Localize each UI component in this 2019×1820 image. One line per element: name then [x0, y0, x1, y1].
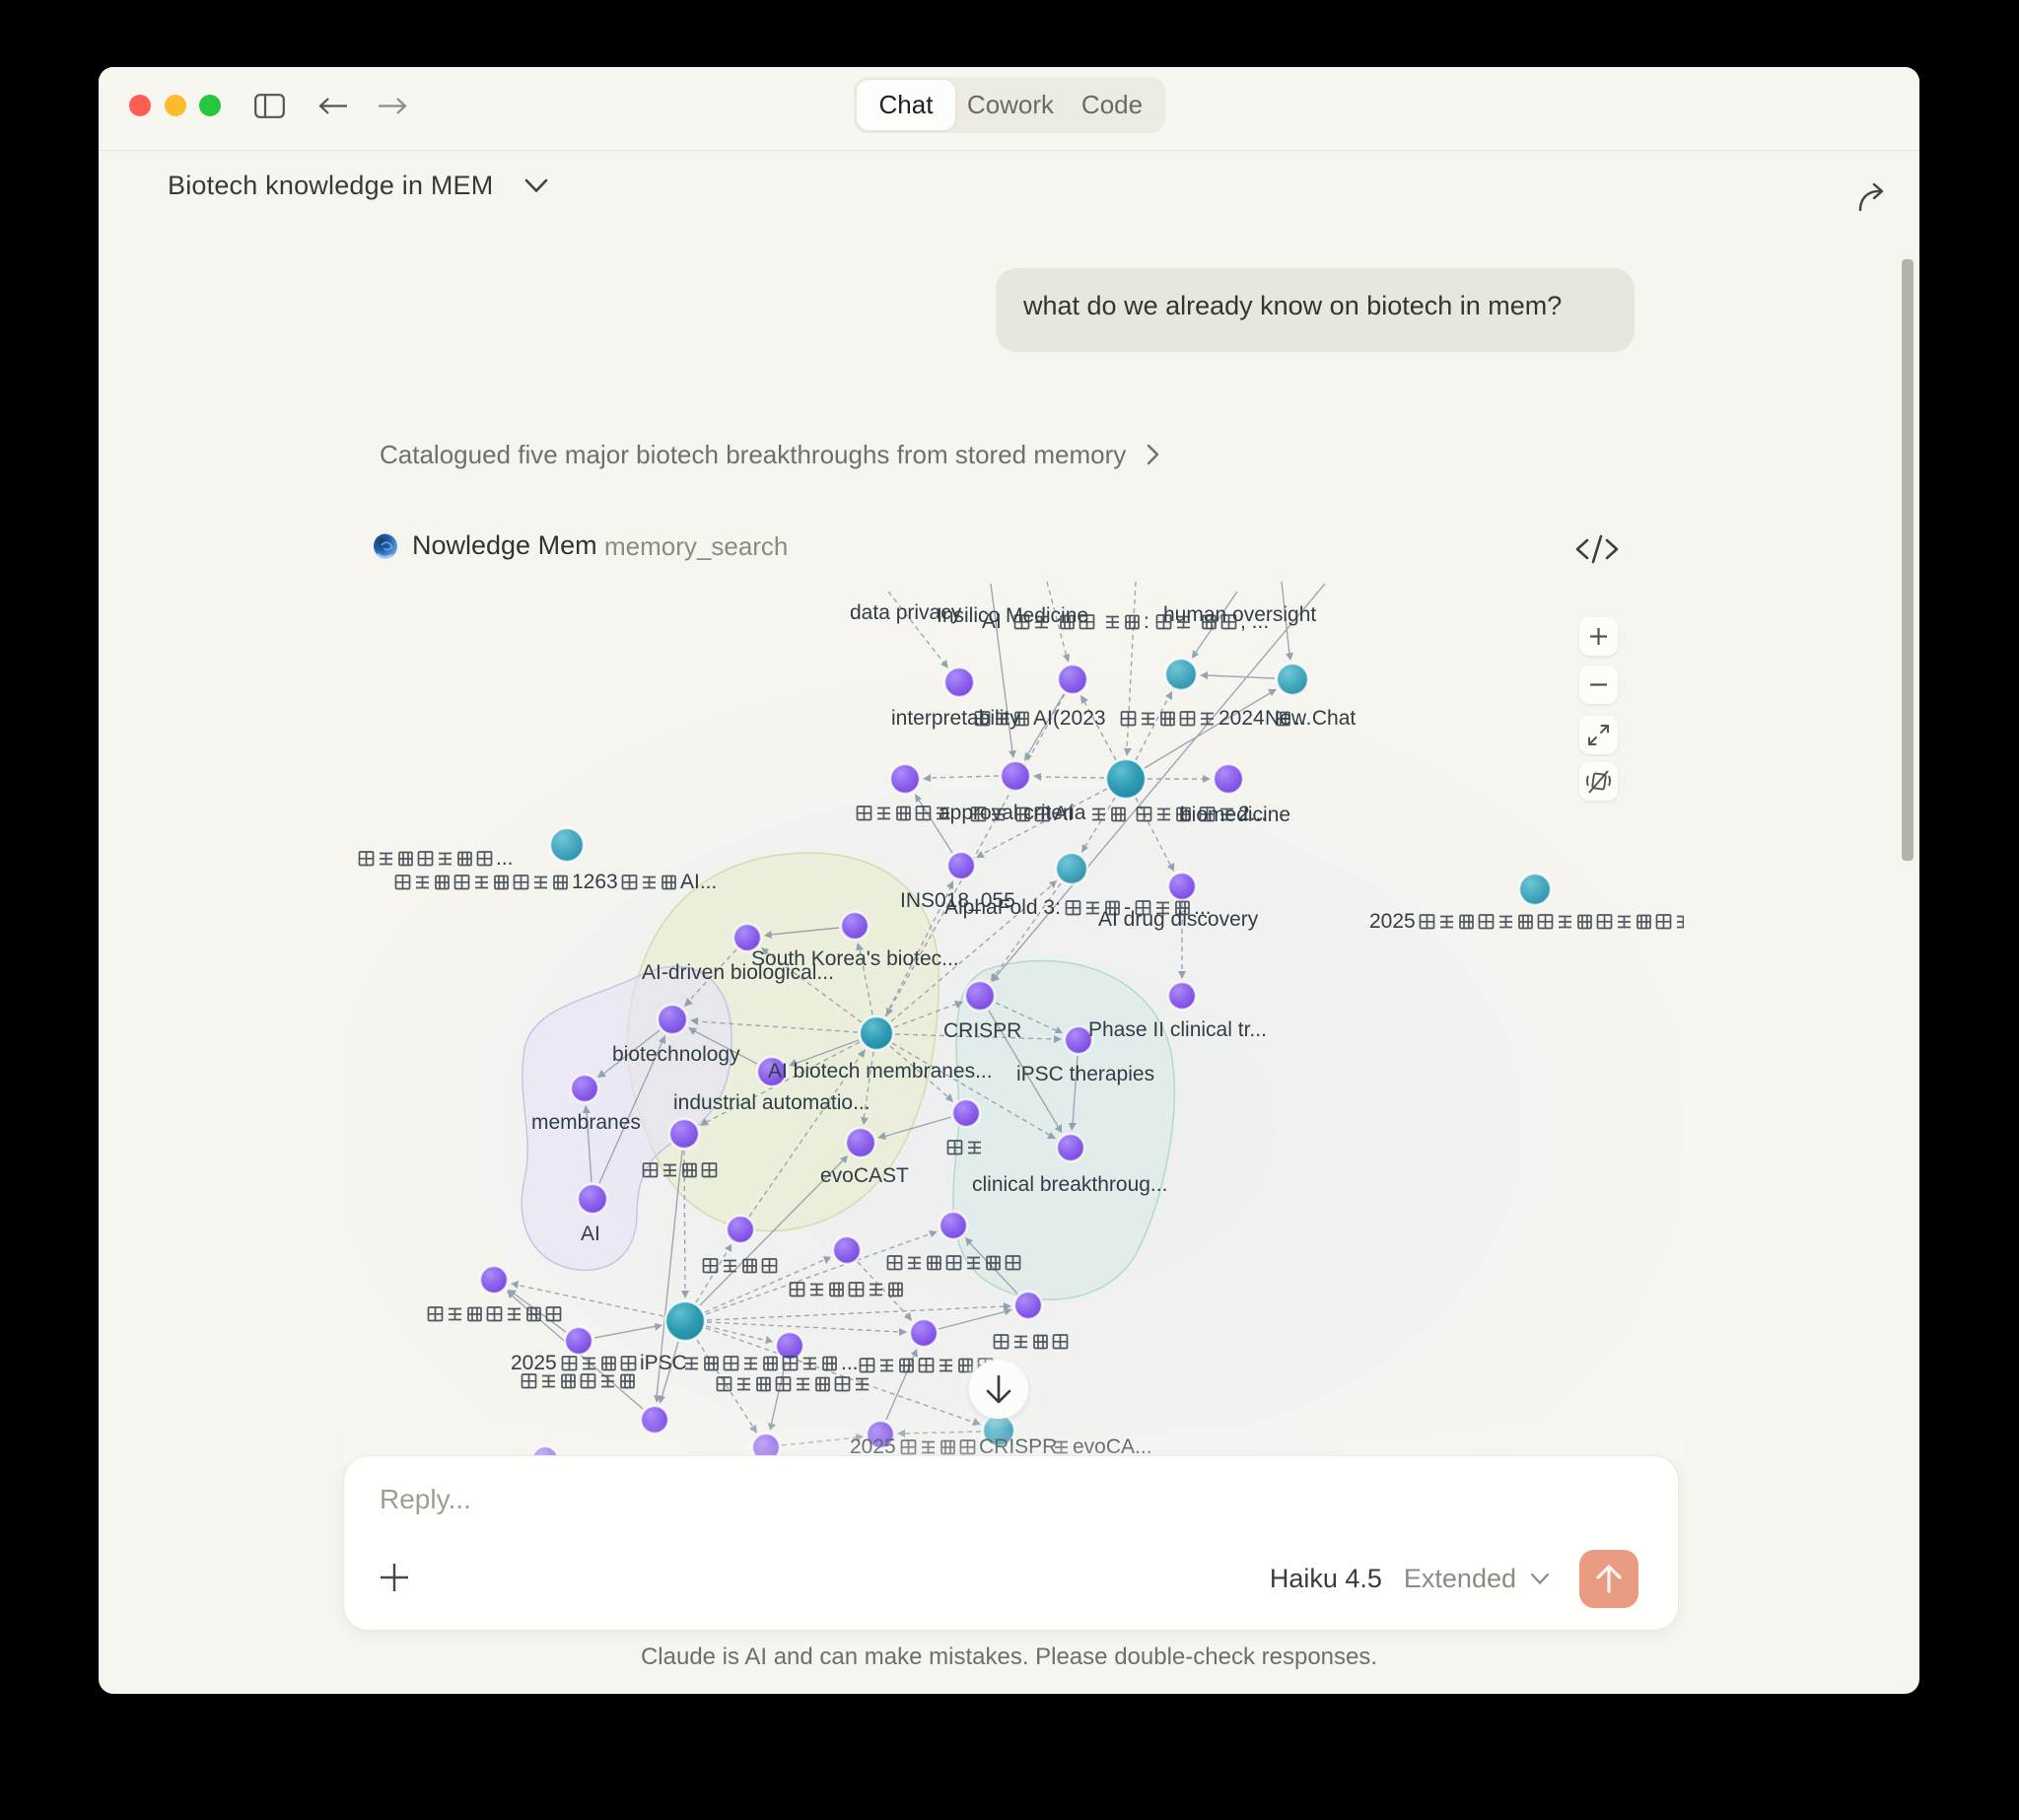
svg-text:...: ... [496, 847, 514, 870]
svg-text:Insilico Medicine: Insilico Medicine [937, 604, 1088, 627]
svg-text:AI...: AI... [680, 871, 717, 893]
svg-text:biomedicine: biomedicine [1180, 804, 1290, 826]
svg-text:-: - [1124, 896, 1131, 919]
svg-text:iPSC therapies: iPSC therapies [1016, 1063, 1154, 1085]
svg-text:clinical breakthroug...: clinical breakthroug... [972, 1173, 1167, 1196]
svg-text:...: ... [1194, 896, 1212, 919]
svg-text:human oversight: human oversight [1163, 603, 1316, 626]
svg-text:iPSC: iPSC [640, 1352, 687, 1374]
svg-text:2...: 2... [1238, 803, 1267, 825]
svg-text:AlphaFold 3:: AlphaFold 3: [944, 896, 1061, 919]
svg-text:INS018_055: INS018_055 [900, 889, 1015, 912]
svg-text:CRISPR: CRISPR [943, 1019, 1021, 1042]
svg-text:2024: 2024 [1218, 707, 1265, 730]
svg-text:AI: AI [982, 610, 1002, 633]
svg-text:AI(2023: AI(2023 [1033, 707, 1106, 730]
svg-text::: : [1144, 610, 1149, 633]
svg-text:2025: 2025 [511, 1352, 557, 1374]
svg-text:South Korea's biotec...: South Korea's biotec... [751, 947, 959, 970]
svg-text:AI: AI [581, 1223, 600, 1245]
svg-text:2025: 2025 [1369, 910, 1416, 933]
svg-text:AI-driven biological...: AI-driven biological... [642, 961, 834, 984]
svg-text:evoCAST: evoCAST [820, 1164, 909, 1187]
svg-text:1263: 1263 [572, 871, 618, 893]
svg-text:biotechnology: biotechnology [612, 1043, 740, 1066]
svg-text:data privacy: data privacy [850, 601, 962, 624]
svg-text:New Chat: New Chat [1265, 707, 1356, 730]
svg-text:membranes: membranes [531, 1111, 641, 1134]
svg-text:AI biotech membranes...: AI biotech membranes... [768, 1060, 993, 1083]
svg-text:Phase II clinical tr...: Phase II clinical tr... [1088, 1018, 1267, 1041]
svg-text:...: ... [1294, 707, 1312, 730]
svg-text:, ...: , ... [1240, 610, 1269, 633]
svg-text:AI: AI [1054, 803, 1074, 825]
svg-text:industrial automatio...: industrial automatio... [673, 1091, 870, 1114]
svg-text:...: ... [841, 1352, 859, 1374]
svg-text:AI drug discovery: AI drug discovery [1098, 908, 1259, 931]
